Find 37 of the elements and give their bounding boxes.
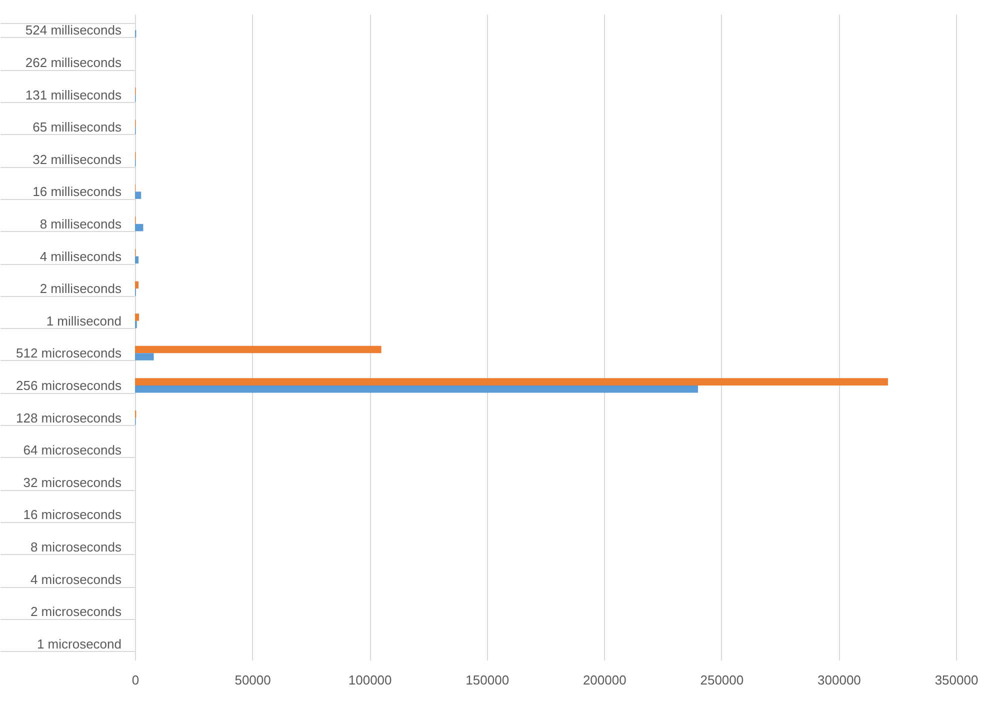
bar <box>135 385 698 393</box>
y-tick-label: 65 milliseconds <box>32 120 122 135</box>
bar <box>135 378 888 386</box>
bar <box>135 353 154 360</box>
y-tick-label: 16 milliseconds <box>32 184 122 200</box>
bar <box>135 346 382 354</box>
x-tick-label: 300000 <box>818 672 861 688</box>
y-tick-label: 512 microseconds <box>16 346 122 361</box>
x-tick-label: 200000 <box>582 672 626 688</box>
y-tick-label: 8 microseconds <box>30 539 122 554</box>
y-tick-label: 32 milliseconds <box>32 152 122 167</box>
y-tick-label: 262 milliseconds <box>25 54 122 70</box>
y-tick-label: 128 microseconds <box>16 410 122 426</box>
y-tick-label: 1 millisecond <box>46 313 122 328</box>
y-tick-label: 8 milliseconds <box>40 216 122 232</box>
x-tick-label: 350000 <box>934 672 978 688</box>
y-tick-label: 4 milliseconds <box>40 248 122 264</box>
y-tick-label: 1 microsecond <box>36 636 122 652</box>
y-tick-label: 131 milliseconds <box>25 87 122 102</box>
y-tick-label: 524 milliseconds <box>25 22 122 38</box>
bar <box>135 256 139 264</box>
y-tick-label: 64 microseconds <box>23 442 122 458</box>
y-tick-label: 32 microseconds <box>23 474 122 490</box>
x-tick-label: 50000 <box>234 672 271 688</box>
bar <box>135 314 139 321</box>
y-tick-label: 256 microseconds <box>16 378 122 393</box>
bar <box>135 192 142 199</box>
y-tick-label: 4 microseconds <box>30 572 122 587</box>
bar <box>135 281 139 289</box>
y-tick-label: 2 milliseconds <box>40 281 122 296</box>
x-tick-label: 100000 <box>348 672 392 688</box>
bar <box>135 224 144 232</box>
y-tick-label: 2 microseconds <box>30 604 122 620</box>
x-tick-label: 250000 <box>700 672 744 688</box>
x-tick-label: 0 <box>132 672 140 688</box>
y-tick-label: 16 microseconds <box>23 507 122 522</box>
x-tick-label: 150000 <box>466 672 510 688</box>
